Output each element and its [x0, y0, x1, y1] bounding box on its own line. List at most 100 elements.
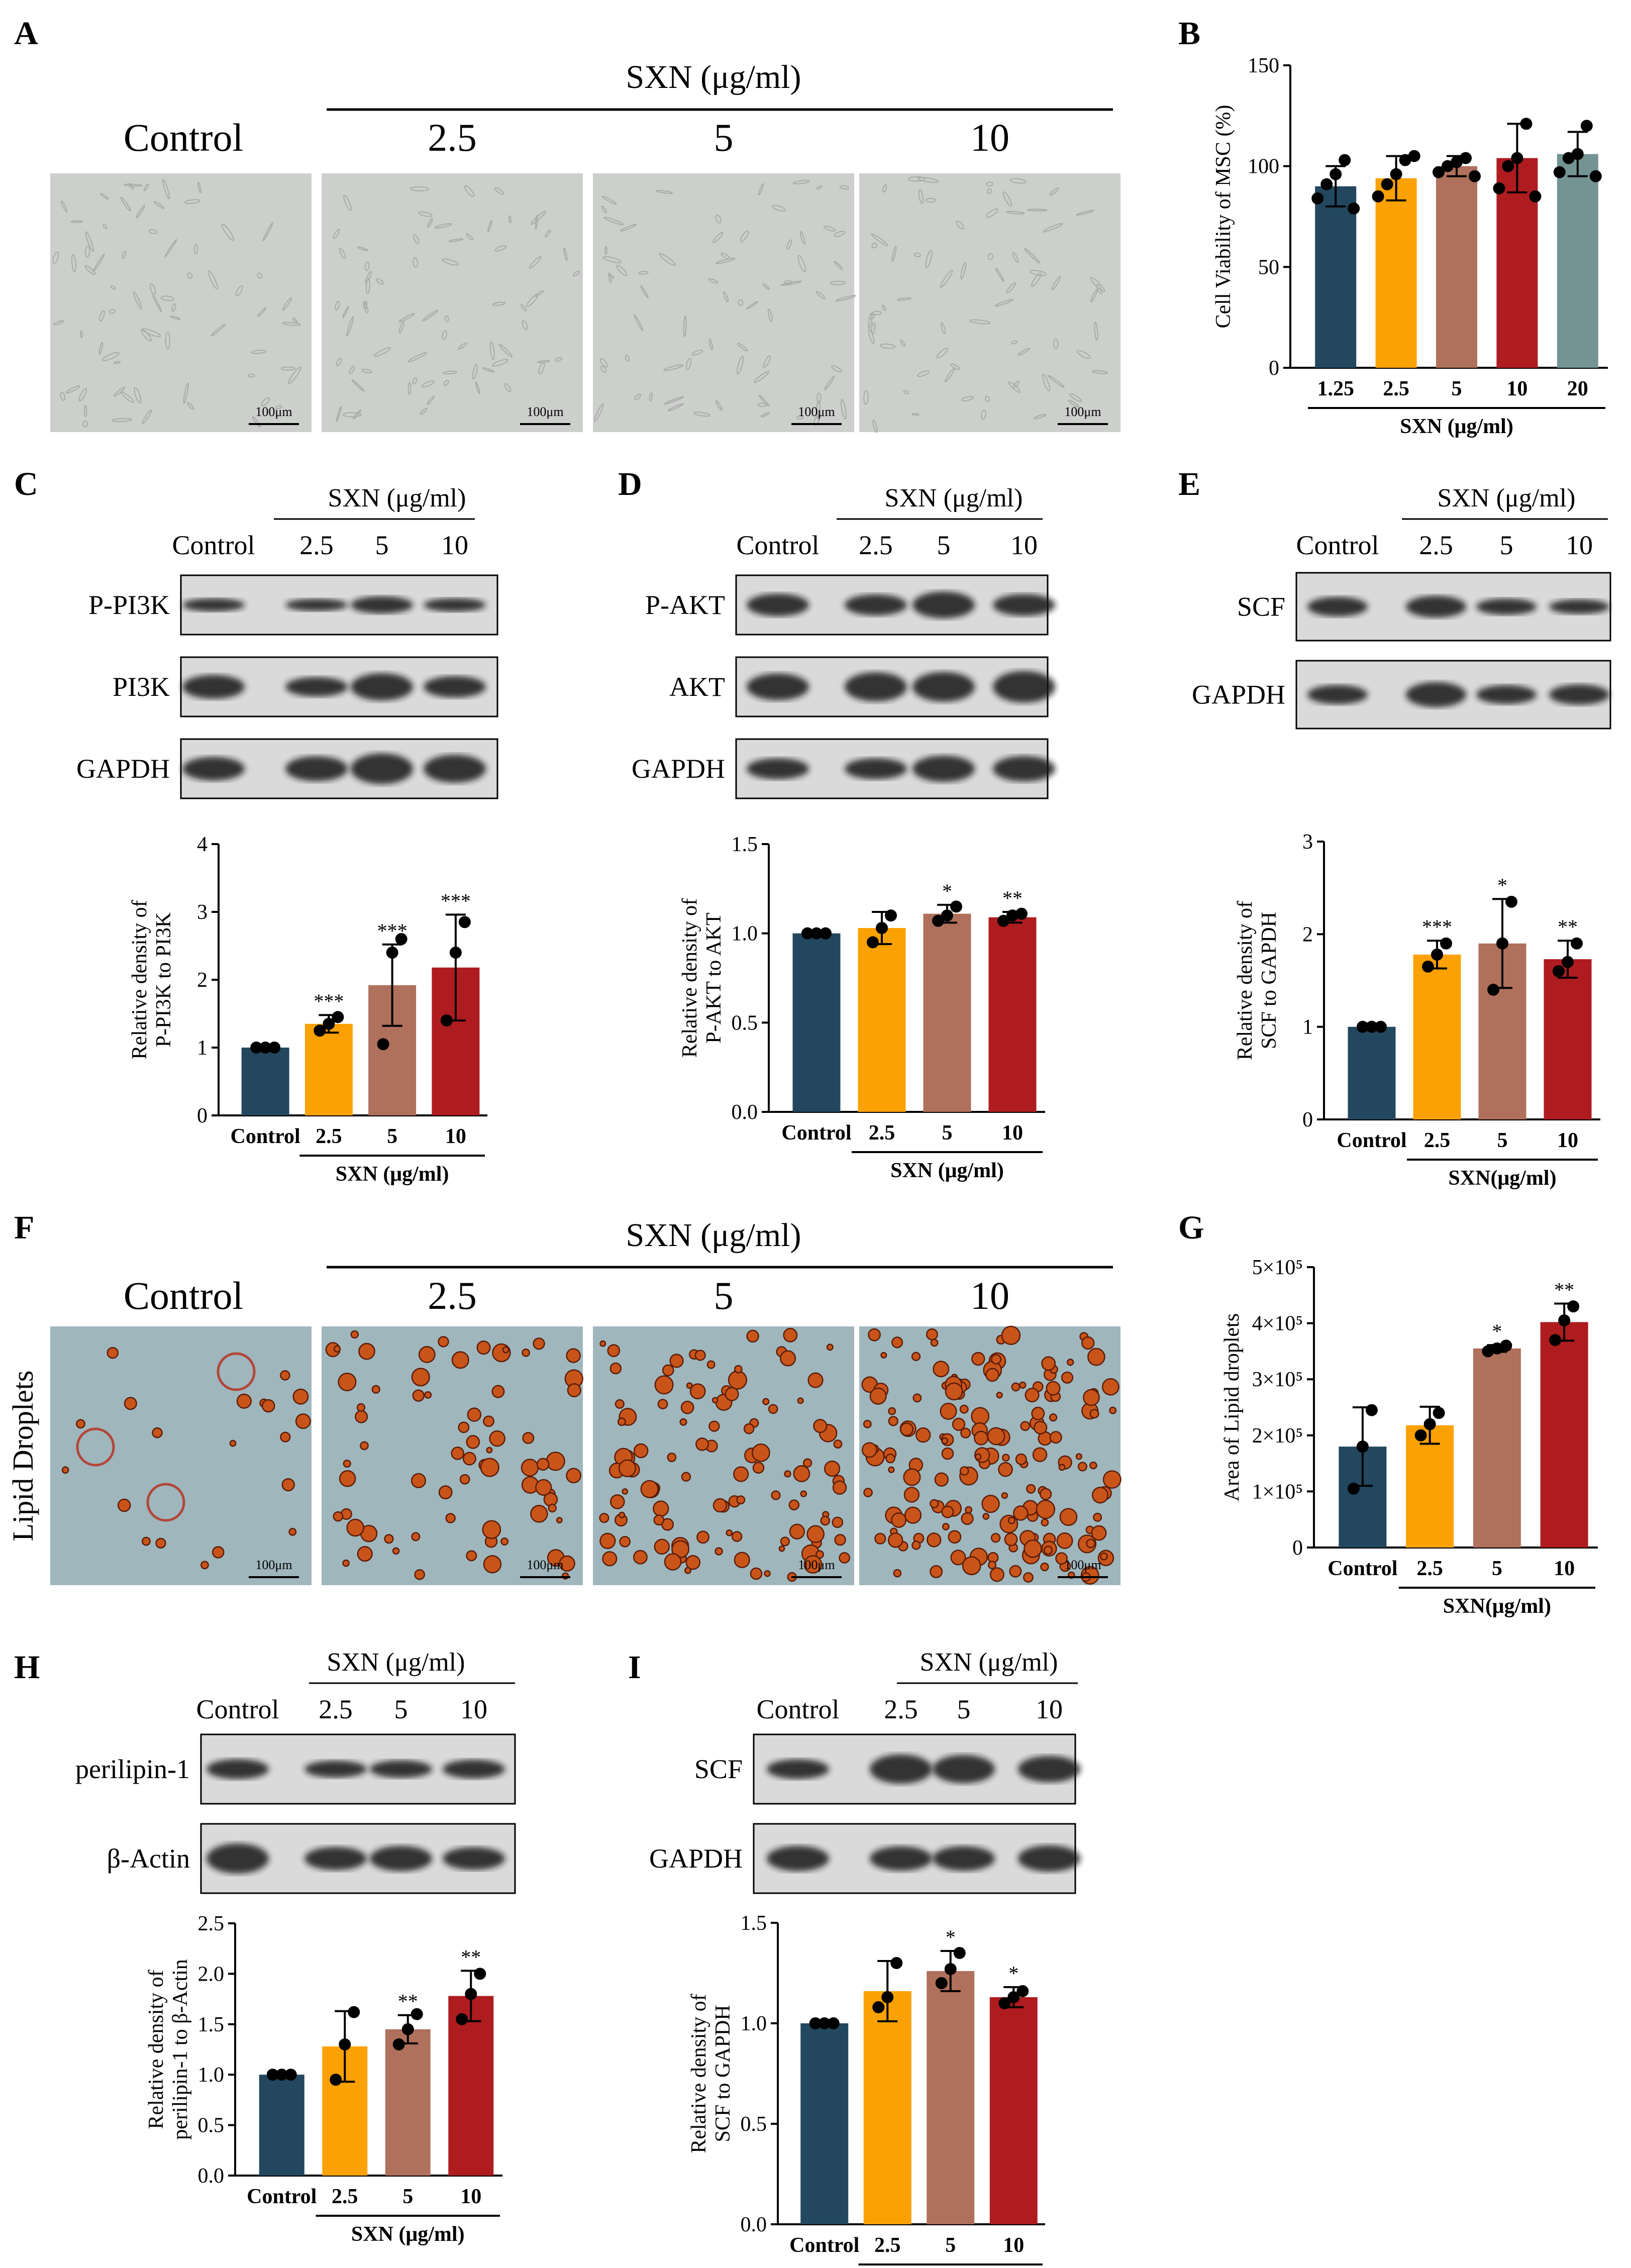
data-point	[1015, 907, 1028, 920]
blot-strip: GAPDH	[1192, 660, 1611, 730]
cell	[472, 364, 478, 380]
lipid-droplet	[280, 1431, 291, 1442]
data-point	[932, 914, 944, 927]
x-axis-label: SXN (μg/ml)	[1400, 415, 1513, 438]
lipid-droplet	[784, 1470, 791, 1478]
x-tick-label: 2.5	[869, 1121, 895, 1145]
band	[424, 676, 486, 698]
lipid-droplet	[548, 1503, 557, 1513]
lipid-droplet	[960, 1427, 971, 1438]
cell	[1026, 209, 1048, 212]
x-tick-label: 1.25	[1317, 377, 1354, 400]
lipid-droplet	[680, 1400, 694, 1414]
y-tick-label: 5×10⁵	[1252, 1256, 1303, 1279]
cell	[899, 339, 906, 347]
lipid-droplet	[974, 1430, 989, 1446]
cell	[128, 183, 134, 189]
lipid-droplet	[1056, 1532, 1073, 1549]
cell	[723, 291, 729, 302]
significance-label: *	[942, 880, 952, 902]
bar	[858, 928, 906, 1112]
x-tick-label: 20	[1567, 377, 1588, 400]
y-axis-label-line: SCF to GAPDH	[1258, 912, 1281, 1049]
lipid-droplet	[793, 1465, 810, 1482]
lipid-droplet	[820, 1515, 831, 1526]
lipid-droplet	[1109, 1406, 1117, 1414]
cell	[872, 420, 878, 433]
data-point	[1006, 909, 1018, 922]
cell	[1069, 393, 1082, 402]
lipid-droplet	[903, 1468, 921, 1486]
x-tick-label: 10	[460, 2185, 481, 2208]
data-point	[1311, 192, 1324, 204]
lane-label: Control	[736, 530, 819, 560]
bar-chart-b: 0 50 100 150 Cell Viability of MSC (%) 1.25 2.…	[1212, 54, 1608, 438]
lipid-droplet	[355, 1410, 368, 1423]
lipid-droplet	[868, 1328, 881, 1342]
lipid-droplet	[824, 1461, 841, 1477]
scale-bar-label: 100μm	[798, 1558, 835, 1572]
significance-label: **	[398, 1990, 418, 2013]
cell	[487, 220, 493, 233]
y-tick-label: 2.0	[198, 1963, 225, 1986]
band	[1549, 599, 1609, 614]
cell	[686, 358, 691, 370]
lipid-droplet	[975, 1453, 982, 1461]
band	[1018, 1845, 1080, 1872]
lipid-droplet	[411, 1368, 430, 1387]
cell	[494, 187, 504, 195]
band	[747, 758, 809, 779]
lipid-droplet	[930, 1499, 939, 1508]
lipid-droplet	[1089, 1461, 1097, 1470]
data-point	[1357, 1020, 1369, 1033]
lipid-droplet	[981, 1494, 1000, 1513]
lipid-droplet	[602, 1551, 618, 1567]
lipid-droplet	[985, 1368, 999, 1382]
cell	[482, 367, 495, 373]
cell	[784, 280, 792, 285]
lipid-droplet	[1019, 1381, 1027, 1389]
lipid-droplet	[1049, 1431, 1062, 1444]
y-tick-label: 0.0	[732, 1101, 758, 1124]
cell	[98, 342, 104, 355]
cell	[418, 211, 433, 217]
cell	[364, 261, 370, 271]
lipid-droplet	[280, 1370, 290, 1381]
lipid-droplet	[358, 1343, 375, 1360]
cell	[638, 271, 649, 275]
lipid-droplet	[619, 1536, 631, 1548]
lipid-droplet	[971, 1352, 985, 1366]
lipid-droplet	[783, 1327, 798, 1343]
data-point	[411, 2008, 423, 2020]
significance-label: ***	[441, 889, 471, 912]
lipid-droplet	[942, 1523, 950, 1530]
cell	[1068, 399, 1080, 407]
lipid-droplet	[686, 1382, 693, 1389]
lipid-droplet	[609, 1362, 622, 1375]
lipid-droplet	[771, 1490, 781, 1500]
cell	[659, 253, 676, 266]
image-background	[50, 1326, 312, 1585]
cell	[420, 407, 428, 415]
cell	[252, 416, 261, 428]
lane-label: 2.5	[319, 1694, 353, 1724]
x-axis-label: SXN(μg/ml)	[1443, 1595, 1551, 1618]
lane-label: 2.5	[884, 1694, 918, 1724]
cell	[767, 308, 773, 323]
lipid-droplet	[945, 1382, 963, 1401]
y-axis-label-line: Relative density of	[145, 1970, 168, 2129]
cell	[504, 383, 512, 392]
lipid-droplet	[893, 1569, 902, 1578]
band	[1549, 684, 1609, 705]
cell	[114, 386, 126, 397]
data-point	[890, 1957, 903, 1969]
data-point	[1366, 1020, 1378, 1033]
blot-label: AKT	[669, 672, 725, 702]
bar-chart-h: 0.0 0.5 1.0 1.5 2.0 2.5 Relative density ofper…	[145, 1912, 502, 2246]
data-point	[809, 2017, 822, 2029]
cell	[797, 255, 806, 273]
data-point	[1007, 1991, 1020, 2003]
lipid-droplet	[467, 1407, 482, 1422]
cell	[374, 347, 391, 357]
x-tick-label: 2.5	[874, 2234, 901, 2257]
